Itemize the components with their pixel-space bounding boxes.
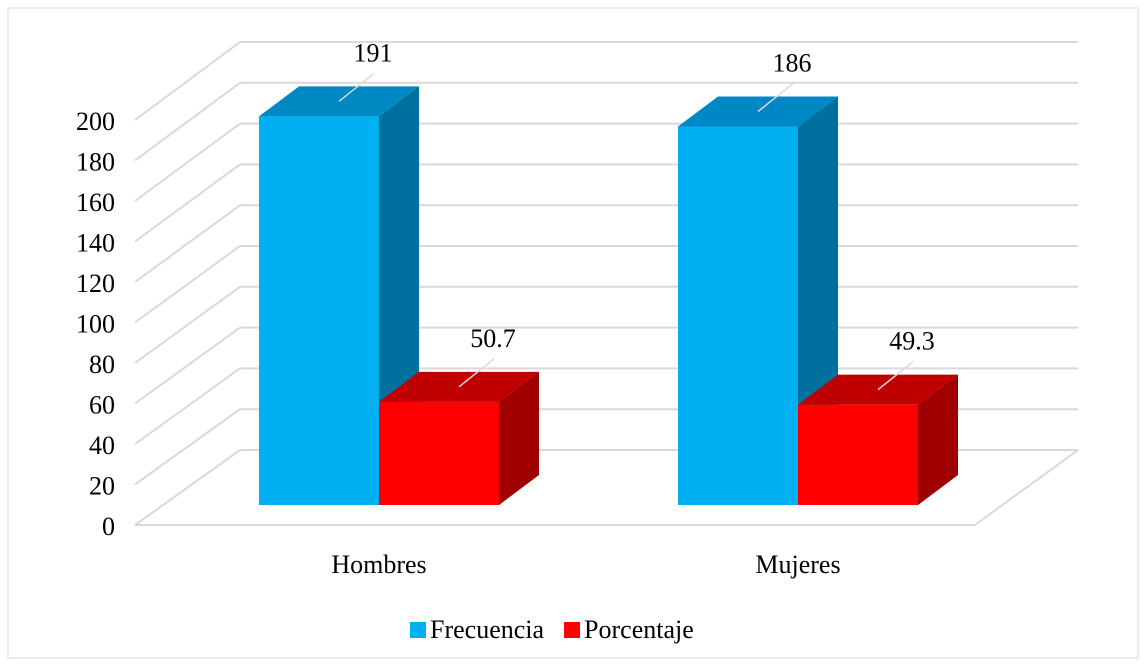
y-tick-label: 80 [89, 350, 115, 379]
floor-edge [974, 449, 1079, 526]
legend-label: Porcentaje [584, 615, 694, 644]
y-tick-label: 100 [76, 309, 115, 338]
y-tick-label: 140 [76, 228, 115, 257]
leader-line [877, 361, 914, 391]
grid-line [134, 449, 241, 526]
data-label: 186 [773, 48, 812, 77]
y-tick-label: 0 [102, 512, 115, 541]
legend-swatch [564, 622, 581, 638]
grid-line [134, 122, 241, 202]
grid-line [134, 163, 241, 243]
data-label: 49.3 [889, 327, 935, 356]
legend-swatch [410, 622, 426, 638]
legend-label: Frecuencia [430, 615, 545, 644]
leader-line [757, 82, 794, 113]
grid-line [134, 326, 241, 405]
grid-line [134, 285, 241, 364]
y-tick-label: 60 [89, 390, 115, 419]
y-tick-label: 40 [89, 431, 115, 460]
y-tick-label: 20 [89, 471, 115, 500]
grid-line [134, 81, 241, 162]
bar-front [259, 116, 379, 505]
y-tick-label: 180 [76, 147, 115, 176]
y-tick-label: 120 [76, 269, 115, 298]
bar-side [918, 374, 958, 505]
y-tick-label: 160 [76, 188, 115, 217]
y-tick-label: 200 [76, 107, 115, 136]
grid-line [134, 41, 241, 121]
bar-front [379, 401, 499, 505]
grid-line [134, 245, 241, 324]
grid-line [134, 408, 241, 486]
data-label: 50.7 [470, 324, 516, 353]
grid-line [134, 204, 241, 283]
data-label: 191 [354, 38, 393, 67]
leader-line [458, 358, 495, 388]
bar-front [678, 126, 798, 506]
bar-side [499, 371, 539, 505]
grid-line [134, 367, 241, 445]
leader-line [338, 72, 375, 102]
bar-front [798, 404, 918, 505]
x-tick-label: Hombres [331, 550, 426, 579]
x-tick-label: Mujeres [755, 550, 840, 579]
